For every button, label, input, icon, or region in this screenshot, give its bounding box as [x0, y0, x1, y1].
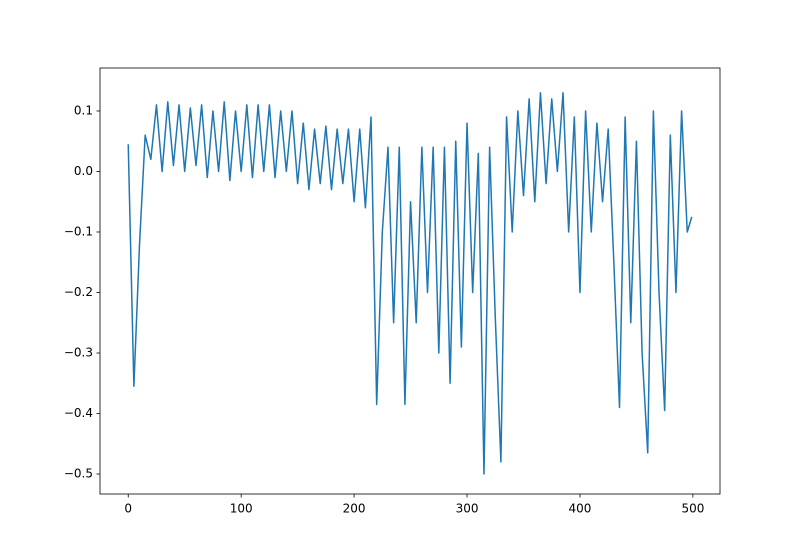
data-line [127, 92, 693, 475]
x-tick-label: 300 [456, 502, 479, 516]
y-tick-label: −0.5 [64, 467, 93, 481]
y-tick-label: 0.0 [74, 164, 93, 178]
y-tick-label: −0.1 [64, 224, 93, 238]
x-tick-label: 0 [124, 502, 132, 516]
y-tick-label: −0.4 [64, 406, 93, 420]
y-tick-label: −0.3 [64, 346, 93, 360]
x-tick-label: 500 [681, 502, 704, 516]
x-tick-label: 200 [343, 502, 366, 516]
x-tick-label: 100 [230, 502, 253, 516]
y-tick-label: −0.2 [64, 285, 93, 299]
axes-frame [99, 67, 721, 495]
y-tick-label: 0.1 [74, 103, 93, 117]
x-tick-label: 400 [569, 502, 592, 516]
